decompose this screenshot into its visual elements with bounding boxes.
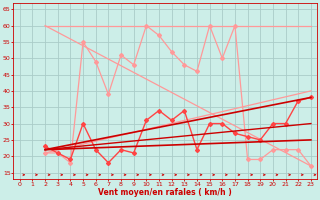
X-axis label: Vent moyen/en rafales ( km/h ): Vent moyen/en rafales ( km/h ) [99,188,232,197]
